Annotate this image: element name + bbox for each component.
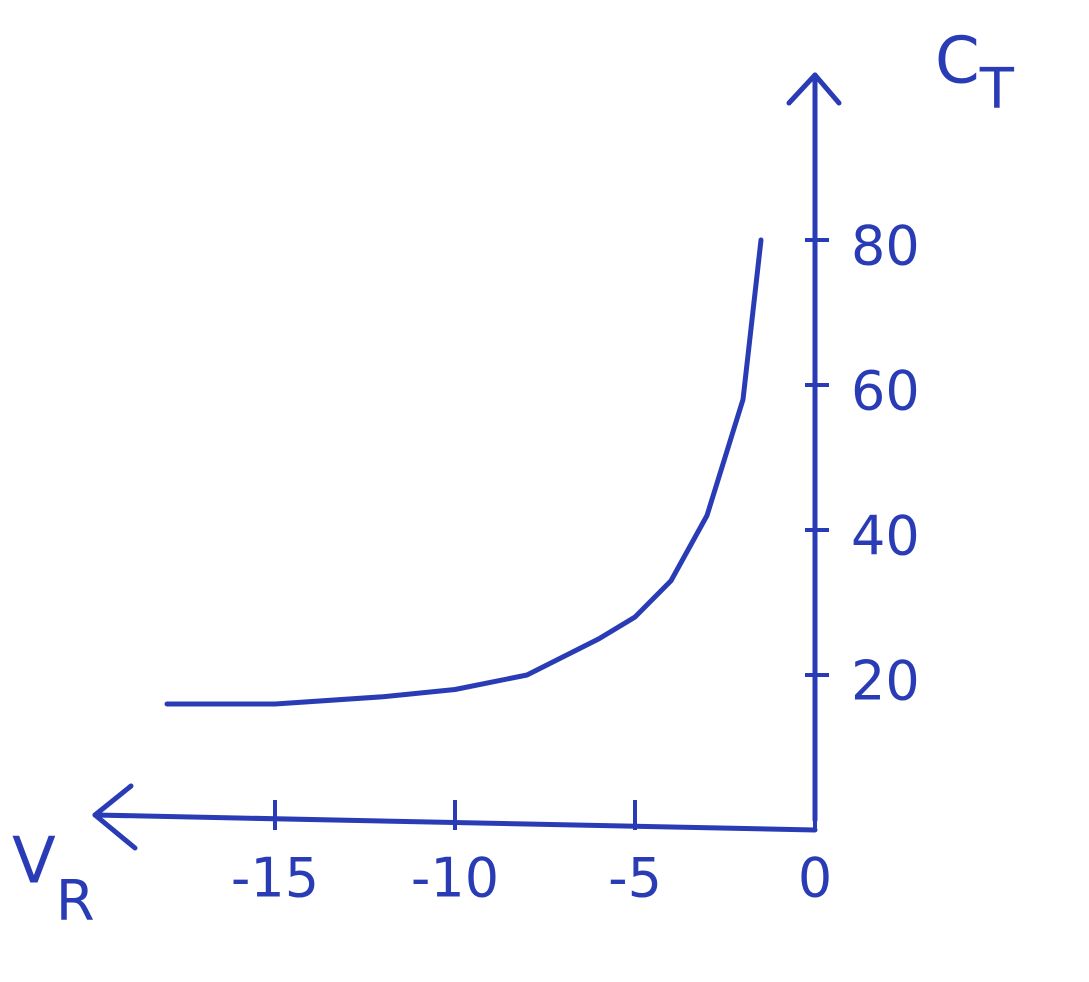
x-tick-label: -10: [411, 847, 499, 910]
y-tick-label: 60: [851, 360, 920, 423]
x-tick-label: -5: [608, 847, 662, 910]
y-tick-label: 40: [851, 505, 920, 568]
x-axis-label: VR: [12, 825, 95, 935]
y-axis-label-sub: T: [979, 57, 1015, 122]
x-tick-label: -15: [231, 847, 319, 910]
y-axis-label: CT: [935, 25, 1015, 123]
y-tick-label: 20: [851, 650, 920, 713]
y-tick-label: 80: [851, 215, 920, 278]
data-line: [164, 237, 764, 707]
x-axis-label-sub: R: [56, 869, 95, 934]
y-axis-arrow: [786, 72, 842, 106]
x-tick-label: 0: [798, 847, 832, 910]
x-axis-arrow: [92, 783, 138, 851]
